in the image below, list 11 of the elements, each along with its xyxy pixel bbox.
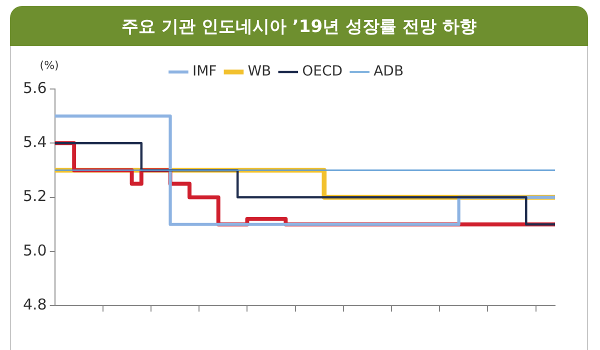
y-tick-label: 5.6 [22, 78, 47, 97]
legend-label: OECD [302, 64, 343, 80]
y-tick-label: 4.8 [22, 295, 47, 314]
y-tick-label: 5.4 [22, 133, 47, 152]
legend-label: IMF [192, 64, 217, 80]
y-tick-label: 5.0 [22, 241, 47, 260]
legend-label: ADB [374, 64, 404, 80]
legend-label: WB [248, 64, 272, 80]
y-tick-label: 5.2 [22, 187, 47, 206]
chart-title: 주요 기관 인도네시아 ’19년 성장률 전망 하향 [10, 6, 588, 46]
y-axis-title: (%) [40, 58, 59, 72]
